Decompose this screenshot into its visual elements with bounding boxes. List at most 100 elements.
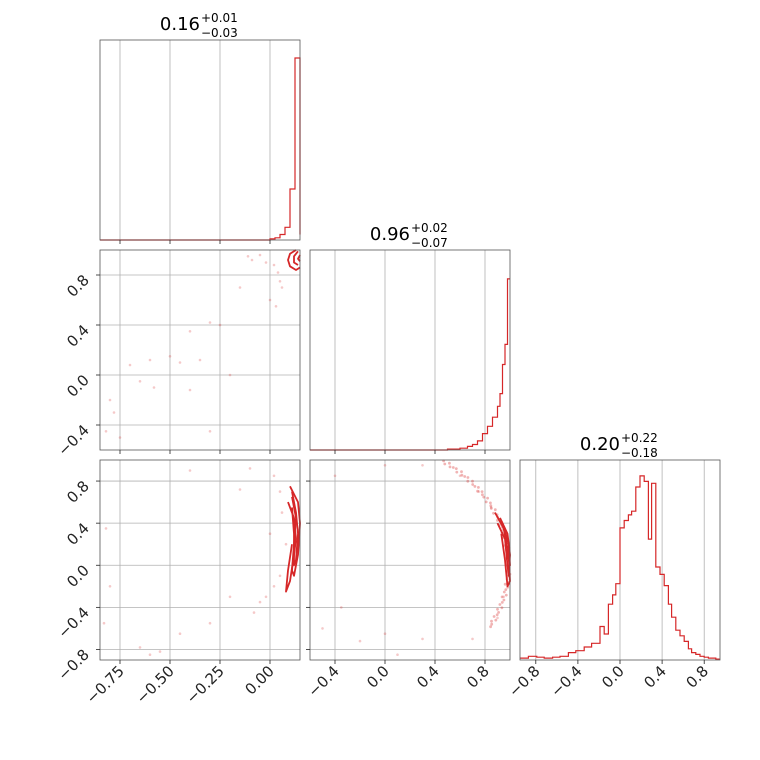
title-param1-median: 0.16 [160,14,200,35]
scatter-arc-point [500,606,504,610]
histogram-step-line [100,57,301,241]
scatter-arc-point [486,496,489,500]
scatter-arc-point [471,483,475,486]
scatter-point [268,532,272,535]
density-contour [291,491,299,567]
scatter-arc-point [497,611,500,614]
scatter-point [148,653,152,656]
title-param2: 0.96 [370,224,410,245]
scatter-point [158,650,162,653]
title-param2-minus: −0.07 [411,236,448,250]
scatter-point [208,621,212,625]
scatter-point [188,330,192,333]
density-contour [287,249,301,271]
scatter-arc-point [451,466,455,469]
scatter-arc-point [490,619,493,623]
title-param3-plus: +0.22 [621,431,658,445]
scatter-point [502,595,505,599]
scatter-point [272,263,276,267]
scatter-point [264,595,268,599]
scatter-point [258,253,262,257]
scatter-point [264,261,268,264]
scatter-point [128,363,132,367]
scatter-point [321,627,324,630]
scatter-point [280,286,284,289]
scatter-point [276,271,280,274]
scatter-arc-point [484,500,488,504]
panel-frame [309,459,511,661]
scatter-point [248,467,252,470]
scatter-arc-point [448,465,452,469]
panel-frame [99,39,301,241]
title-param3-minus: −0.18 [621,446,658,460]
scatter-arc-point [502,590,506,594]
scatter-point [274,305,278,308]
title-param1-plus: +0.01 [201,11,238,25]
x-tick-label: 0.00 [241,662,277,698]
scatter-point [278,490,282,493]
title-param1-minus: −0.03 [201,26,238,40]
scatter-point [138,646,142,649]
histogram-step-line [310,278,510,451]
scatter-point [252,611,256,614]
scatter-arc-point [493,508,497,512]
title-param3-median: 0.20 [580,434,620,455]
scatter-point [421,637,424,641]
x-tick-label: 0.8 [463,662,493,692]
scatter-point [198,358,202,362]
scatter-point [383,464,387,467]
scatter-arc-point [492,615,496,618]
scatter-arc-point [466,476,470,479]
scatter-arc-point [498,603,502,606]
panel-scatter-param3-param1: −0.75 −0.50 −0.25 0.00 −0.8 −0.4 0.0 0.4 0.8 [54,459,301,707]
scatter-arc-point [489,625,492,629]
scatter-point [118,436,122,439]
scatter-point [477,490,481,493]
scatter-arc-point [443,462,447,466]
y-tick-label: −0.4 [54,603,92,641]
density-contour [297,254,301,262]
scatter-point [489,506,493,509]
scatter-point [396,653,399,656]
scatter-point [138,380,142,383]
x-tick-label: 0.0 [598,662,628,692]
scatter-arc-point [503,582,507,586]
scatter-point [188,388,192,392]
x-tick-label: 0.4 [640,662,670,692]
panel-frame [99,249,301,451]
panel-frame [99,459,301,661]
scatter-arc-point [495,613,499,617]
scatter-point [208,321,212,324]
scatter-arc-point [477,486,480,489]
scatter-point [108,585,112,588]
scatter-arc-point [463,475,467,478]
scatter-point [208,430,212,433]
scatter-point [458,474,462,478]
density-contour [285,501,297,593]
y-tick-label: 0.0 [63,561,93,591]
scatter-point [272,585,276,588]
scatter-point [112,411,116,414]
scatter-arc-point [482,495,486,499]
panel-scatter-param2-param1: −0.4 0.0 0.4 0.8 [54,249,301,460]
title-param2-median: 0.96 [370,224,410,245]
x-tick-label: 0.0 [363,662,393,692]
scatter-point [102,621,106,625]
scatter-point [228,373,232,377]
scatter-arc-point [471,479,474,483]
scatter-arc-point [448,461,451,465]
scatter-point [168,355,172,358]
scatter-point [278,280,282,283]
scatter-point [383,632,387,635]
x-tick-label: −0.8 [505,662,543,700]
scatter-point [148,358,152,362]
scatter-point [104,527,108,530]
y-tick-label: 0.8 [63,477,93,507]
scatter-point [280,511,284,514]
scatter-point [496,616,499,620]
scatter-point [250,258,254,262]
title-param2-plus: +0.02 [411,221,448,235]
scatter-point [238,488,242,491]
panel-scatter-param3-param2: −0.4 0.0 0.4 0.8 [304,459,512,701]
y-tick-label: 0.8 [63,271,93,301]
